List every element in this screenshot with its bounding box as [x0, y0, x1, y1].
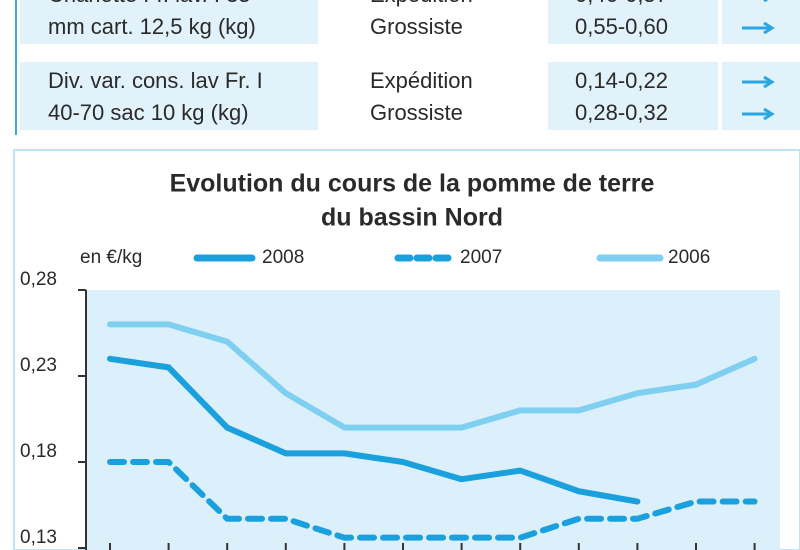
product: mm cart. 12,5 kg (kg) — [48, 14, 256, 39]
y-tick-label: 0,13 — [20, 527, 57, 548]
price: 0,55-0,60 — [575, 14, 668, 39]
price: 0,14-0,22 — [575, 68, 668, 93]
cell-bg — [548, 62, 718, 130]
chart-title: du bassin Nord — [321, 204, 503, 232]
cell-bg — [20, 62, 318, 130]
y-tick-label: 0,28 — [20, 269, 57, 290]
cell-bg — [20, 0, 318, 44]
series-line — [107, 355, 641, 505]
product: Charlotte Fr. lav. I 35 — [48, 0, 251, 7]
cell-bg — [548, 0, 718, 44]
trend-arrow — [742, 75, 775, 89]
cell-bg — [722, 62, 800, 130]
product: 40-70 sac 10 kg (kg) — [48, 100, 249, 125]
y-axis-label: en €/kg — [80, 247, 142, 268]
market: Grossiste — [370, 14, 463, 39]
legend-label: 2007 — [460, 247, 502, 268]
series-line — [107, 321, 758, 431]
chart-title: Evolution du cours de la pomme de terre — [170, 170, 655, 198]
y-tick-label: 0,18 — [20, 441, 57, 462]
market: Expédition — [370, 0, 473, 7]
market: Grossiste — [370, 100, 463, 125]
y-tick-label: 0,23 — [20, 355, 57, 376]
legend-label: 2006 — [668, 247, 710, 268]
market: Expédition — [370, 68, 473, 93]
series-line — [107, 459, 758, 541]
legend-label: 2008 — [262, 247, 304, 268]
cell-bg — [722, 0, 800, 44]
price: 0,46-0,57 — [575, 0, 668, 7]
product: Div. var. cons. lav Fr. I — [48, 68, 263, 93]
trend-arrow — [742, 21, 775, 35]
trend-arrow — [742, 107, 775, 121]
price: 0,28-0,32 — [575, 100, 668, 125]
